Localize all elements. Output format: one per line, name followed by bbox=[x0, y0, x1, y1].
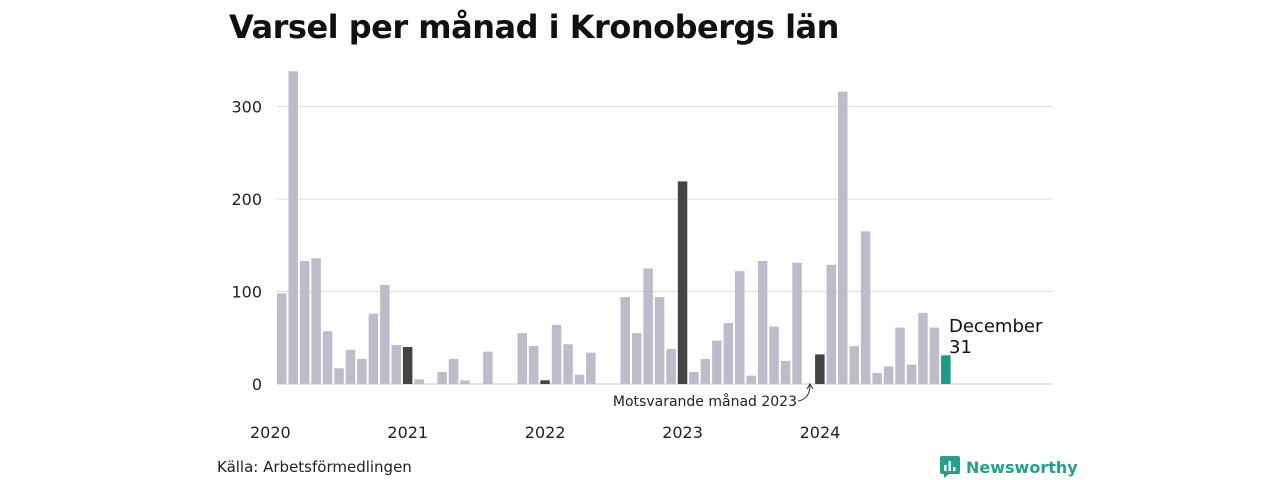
bar bbox=[448, 359, 459, 384]
bar bbox=[929, 327, 940, 384]
bar bbox=[345, 349, 356, 384]
bar bbox=[414, 379, 424, 384]
bar bbox=[666, 348, 676, 384]
bar bbox=[574, 374, 585, 385]
bar bbox=[860, 231, 871, 384]
annotation-group: Motsvarande månad 2023 bbox=[613, 383, 814, 410]
bar bbox=[334, 368, 344, 384]
bar bbox=[368, 313, 379, 384]
bar bbox=[643, 268, 653, 384]
current-month-label: December bbox=[949, 316, 1043, 337]
bar bbox=[906, 364, 917, 384]
bar bbox=[620, 297, 630, 385]
bar bbox=[792, 262, 802, 384]
bar bbox=[311, 258, 321, 384]
bars bbox=[277, 71, 951, 385]
bar bbox=[780, 360, 791, 384]
annotation-arrowhead bbox=[806, 383, 814, 390]
bar bbox=[288, 71, 298, 385]
bar bbox=[883, 366, 894, 384]
x-year-label: 2021 bbox=[387, 423, 428, 442]
bar bbox=[460, 380, 470, 384]
current-value: 31 bbox=[949, 337, 972, 358]
bar bbox=[299, 261, 310, 384]
source-note: Källa: Arbetsförmedlingen bbox=[217, 458, 412, 476]
bar-same-month bbox=[815, 354, 825, 384]
bar-chart: 0 100 200 300 2020 2021 2022 2023 2024 Motsvara… bbox=[231, 71, 1052, 442]
bar bbox=[700, 359, 711, 384]
bar bbox=[483, 351, 493, 384]
current-value-label: December 31 bbox=[949, 316, 1043, 358]
x-year-label: 2023 bbox=[662, 423, 703, 442]
bar bbox=[918, 312, 928, 384]
bar bbox=[723, 322, 733, 384]
bar bbox=[746, 375, 756, 384]
bar bbox=[849, 346, 859, 384]
bar bbox=[277, 293, 287, 385]
brand-logo[interactable]: Newsworthy bbox=[940, 456, 1078, 478]
bar-same-month bbox=[677, 181, 688, 384]
bar bbox=[689, 372, 699, 384]
bar bbox=[528, 346, 539, 384]
annotation-arrow bbox=[797, 384, 811, 402]
x-axis-labels: 2020 2021 2022 2023 2024 bbox=[250, 423, 840, 442]
bar bbox=[391, 345, 401, 384]
bar bbox=[838, 91, 848, 384]
bar bbox=[872, 372, 882, 384]
y-tick-label: 0 bbox=[252, 375, 262, 394]
bar bbox=[712, 340, 722, 384]
x-year-label: 2020 bbox=[250, 423, 291, 442]
bar bbox=[437, 372, 447, 384]
x-year-label: 2022 bbox=[525, 423, 566, 442]
newsworthy-logo-icon bbox=[940, 456, 960, 478]
bar-same-month bbox=[402, 347, 413, 384]
bar-current bbox=[941, 355, 951, 384]
bar bbox=[769, 326, 779, 384]
bar bbox=[586, 352, 596, 385]
bar bbox=[895, 327, 905, 384]
y-tick-label: 100 bbox=[231, 283, 262, 302]
bar bbox=[735, 271, 745, 384]
chart-title: Varsel per månad i Kronobergs län bbox=[229, 8, 839, 46]
y-tick-label: 300 bbox=[231, 98, 262, 117]
y-tick-label: 200 bbox=[231, 190, 262, 209]
y-axis-labels: 0 100 200 300 bbox=[231, 98, 262, 395]
bar bbox=[322, 331, 333, 384]
brand-name: Newsworthy bbox=[966, 457, 1078, 477]
bar bbox=[826, 264, 837, 384]
x-year-label: 2024 bbox=[800, 423, 841, 442]
bar bbox=[380, 285, 390, 384]
bar bbox=[357, 359, 367, 384]
bar bbox=[551, 324, 562, 384]
bar bbox=[563, 344, 573, 384]
bar bbox=[632, 333, 642, 384]
bar-same-month bbox=[540, 380, 550, 384]
annotation-text: Motsvarande månad 2023 bbox=[613, 393, 797, 410]
bar bbox=[757, 261, 768, 384]
bar bbox=[517, 333, 527, 384]
bar bbox=[654, 297, 665, 385]
